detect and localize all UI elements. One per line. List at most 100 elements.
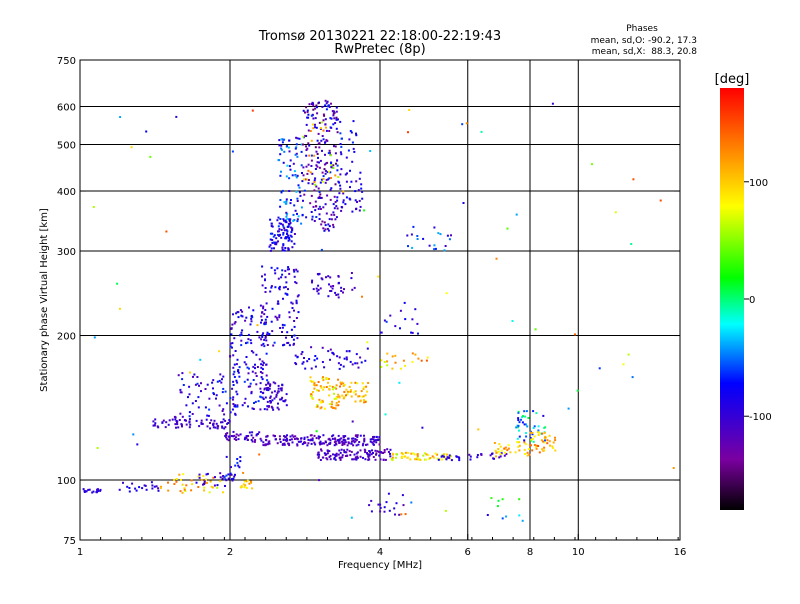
data-point: [241, 310, 244, 313]
data-point: [330, 126, 333, 129]
data-point: [314, 384, 316, 387]
data-point: [416, 453, 419, 456]
data-point: [351, 288, 354, 291]
data-point: [351, 420, 354, 423]
y-axis-label: Stationary phase Virtual Height [km]: [39, 208, 50, 392]
data-point: [325, 457, 328, 460]
data-point: [191, 413, 194, 415]
data-point: [335, 116, 338, 119]
data-point: [406, 234, 409, 237]
data-point: [277, 390, 280, 393]
data-point: [345, 394, 347, 397]
data-point: [342, 436, 345, 439]
data-point: [339, 184, 342, 187]
data-point: [292, 435, 295, 438]
data-point: [181, 372, 184, 375]
data-point: [548, 440, 551, 443]
data-point: [310, 346, 313, 349]
data-point: [351, 160, 354, 163]
data-point: [232, 380, 235, 383]
data-point: [446, 234, 449, 237]
data-point: [182, 384, 185, 386]
data-point: [338, 396, 341, 399]
data-point: [271, 307, 274, 310]
data-point: [329, 188, 332, 191]
data-point: [321, 149, 323, 152]
data-point: [265, 339, 268, 342]
data-point: [224, 426, 227, 429]
data-point: [303, 357, 305, 359]
data-point: [258, 431, 261, 434]
data-point: [537, 434, 540, 436]
data-point: [265, 387, 268, 390]
data-point: [96, 488, 99, 491]
data-point: [235, 439, 238, 441]
data-point: [364, 451, 367, 454]
data-point: [322, 178, 325, 180]
data-point: [229, 342, 232, 345]
data-point: [344, 203, 347, 206]
data-point: [402, 359, 405, 362]
data-point: [429, 457, 432, 459]
data-point: [280, 228, 283, 231]
data-point: [278, 144, 281, 147]
data-point: [234, 350, 237, 352]
data-point: [228, 419, 231, 421]
data-point: [316, 389, 318, 392]
data-point: [181, 378, 184, 381]
data-point: [311, 172, 314, 175]
data-point: [355, 207, 358, 210]
data-point: [499, 445, 502, 448]
data-point: [320, 448, 322, 451]
data-point: [384, 458, 387, 461]
data-point: [178, 419, 181, 421]
data-point: [326, 105, 329, 108]
data-point: [247, 385, 250, 388]
data-point: [245, 356, 248, 358]
data-point: [316, 405, 319, 408]
data-point: [179, 412, 182, 415]
data-point: [237, 369, 240, 371]
data-point: [329, 403, 332, 405]
data-point: [349, 186, 351, 189]
data-point: [243, 361, 246, 364]
data-point: [315, 164, 318, 167]
data-point: [276, 392, 279, 395]
data-point: [355, 132, 357, 135]
data-point: [285, 200, 288, 203]
data-point: [383, 361, 386, 363]
data-point: [239, 460, 242, 463]
data-point: [284, 236, 287, 239]
data-point: [290, 231, 293, 234]
y-tick-label: 200: [57, 332, 76, 343]
data-point: [363, 437, 366, 440]
data-point: [325, 139, 328, 142]
data-point: [288, 177, 291, 180]
data-point: [279, 233, 281, 236]
data-point: [339, 132, 342, 135]
data-point: [312, 127, 315, 130]
data-point: [174, 423, 177, 426]
data-point: [251, 440, 254, 443]
data-point: [529, 437, 532, 440]
data-point: [349, 130, 352, 132]
data-point: [234, 473, 236, 476]
data-point: [216, 486, 219, 489]
data-point: [297, 440, 300, 443]
data-point: [320, 121, 323, 124]
data-point: [195, 481, 198, 484]
data-point: [243, 401, 246, 404]
data-point: [341, 454, 344, 457]
data-point: [153, 424, 156, 427]
data-point: [244, 436, 247, 439]
data-point: [329, 358, 331, 361]
data-point: [283, 443, 286, 446]
data-point: [267, 405, 270, 408]
data-point: [229, 411, 232, 414]
data-point: [379, 510, 382, 513]
data-point: [381, 451, 384, 454]
data-point: [332, 211, 335, 214]
data-point: [269, 400, 272, 402]
data-point: [554, 436, 556, 439]
